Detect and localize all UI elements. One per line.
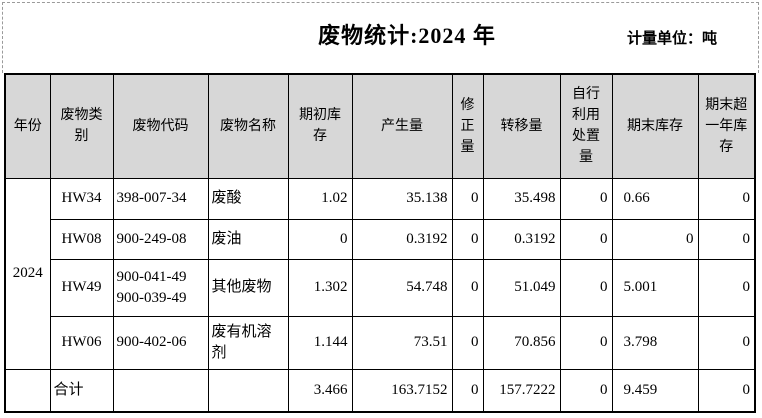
cell-correction[interactable]: 0 [451,218,484,260]
cell-transferred[interactable]: 0.3192 [482,218,561,260]
page-break-line-left [2,2,3,73]
cell-waste-code[interactable] [112,368,209,413]
cell-opening-stock[interactable]: 1.144 [287,315,353,370]
cell-generated[interactable]: 35.138 [351,177,453,220]
report-title[interactable]: 废物统计:2024 年 [318,23,496,48]
cell-closing-stock[interactable]: 9.459 [611,368,699,413]
cell-waste-code[interactable]: 398-007-34 [112,177,209,220]
cell-waste-code[interactable]: 900-249-08 [112,218,209,260]
cell-closing-stock[interactable]: 3.798 [611,315,699,370]
page-break-line-right [758,2,759,73]
cell-over-one-year-stock[interactable]: 0 [697,218,756,260]
cell-over-one-year-stock[interactable]: 0 [697,258,756,317]
cell-generated[interactable]: 54.748 [351,258,453,317]
column-header-closing-stock[interactable]: 期末库存 [611,73,699,179]
table-row: HW08 900-249-08 废油 0 0.3192 0 0.3192 0 0 0 [5,218,756,260]
cell-opening-stock[interactable]: 0 [287,218,353,260]
cell-transferred[interactable]: 70.856 [482,315,561,370]
cell-waste-name[interactable]: 废油 [207,218,289,260]
cell-waste-code[interactable]: 900-402-06 [112,315,209,370]
table-row: HW49 900-041-49 900-039-49 其他废物 1.302 54.748… [5,258,756,317]
table-row: HW06 900-402-06 废有机溶 剂 1.144 73.51 0 70.856 0 3.… [5,315,756,370]
table-row: 2024 HW34 398-007-34 废酸 1.02 35.138 0 35.498 0 0.… [4,177,756,370]
cell-waste-name[interactable]: 废有机溶 剂 [207,315,289,370]
cell-waste-code[interactable]: 900-041-49 900-039-49 [112,258,209,317]
cell-correction[interactable]: 0 [451,368,484,413]
column-header-over-one-year-stock[interactable]: 期末超 一年库 存 [697,73,756,179]
cell-self-disposal[interactable]: 0 [559,177,613,220]
cell-opening-stock[interactable]: 3.466 [287,368,353,413]
cell-correction[interactable]: 0 [451,258,484,317]
table-header-row: 年份 废物类 别废物代码 废物名称 期初库 存产生量修 正 量转移量 自行 利用 处置 … [4,73,756,179]
cell-self-disposal[interactable]: 0 [559,218,613,260]
cell-transferred[interactable]: 157.7222 [482,368,561,413]
cell-over-one-year-stock[interactable]: 0 [697,177,756,220]
cell-generated[interactable]: 73.51 [351,315,453,370]
cell-opening-stock[interactable]: 1.302 [287,258,353,317]
cell-waste-class[interactable]: HW06 [49,315,114,370]
column-header-opening-stock[interactable]: 期初库 存 [287,73,353,179]
page-break-line-top [2,2,759,3]
waste-stats-table: 年份 废物类 别废物代码 废物名称 期初库 存产生量修 正 量转移量 自行 利用 处置 … [4,73,756,413]
cell-closing-stock[interactable]: 0.66 [611,177,699,220]
column-header-generated[interactable]: 产生量 [351,73,453,179]
cell-opening-stock[interactable]: 1.02 [287,177,353,220]
column-header-waste-code[interactable]: 废物代码 [112,73,209,179]
cell-closing-stock[interactable]: 0 [611,218,699,260]
cell-closing-stock[interactable]: 5.001 [611,258,699,317]
cell-year[interactable]: 2024 [4,177,51,370]
column-header-waste-name[interactable]: 废物名称 [207,73,289,179]
cell-waste-name[interactable]: 其他废物 [207,258,289,317]
column-header-transferred[interactable]: 转移量 [482,73,561,179]
cell-self-disposal[interactable]: 0 [559,258,613,317]
total-row: 合计 3.466 163.7152 0 157.7222 0 9.459 0 [4,368,756,413]
cell-waste-class[interactable]: HW08 [49,218,114,260]
cell-correction[interactable]: 0 [451,315,484,370]
cell-waste-name[interactable] [207,368,289,413]
cell-self-disposal[interactable]: 0 [559,315,613,370]
cell-transferred[interactable]: 35.498 [482,177,561,220]
cell-over-one-year-stock[interactable]: 0 [697,315,756,370]
column-header-self-disposal[interactable]: 自行 利用 处置 量 [559,73,613,179]
unit-label[interactable]: 计量单位：吨 [627,31,718,47]
cell-waste-name[interactable]: 废酸 [207,177,289,220]
cell-waste-class[interactable]: HW34 [49,177,114,220]
cell-self-disposal[interactable]: 0 [559,368,613,413]
cell-generated[interactable]: 163.7152 [351,368,453,413]
cell-waste-class[interactable]: HW49 [49,258,114,317]
cell-over-one-year-stock[interactable]: 0 [697,368,756,413]
cell-waste-class[interactable]: 合计 [49,368,114,413]
column-header-year[interactable]: 年份 [4,73,51,179]
column-header-correction[interactable]: 修 正 量 [451,73,484,179]
cell-generated[interactable]: 0.3192 [351,218,453,260]
cell-transferred[interactable]: 51.049 [482,258,561,317]
cell-correction[interactable]: 0 [451,177,484,220]
column-header-waste-class[interactable]: 废物类 别 [49,73,114,179]
cell-year[interactable] [4,368,51,413]
